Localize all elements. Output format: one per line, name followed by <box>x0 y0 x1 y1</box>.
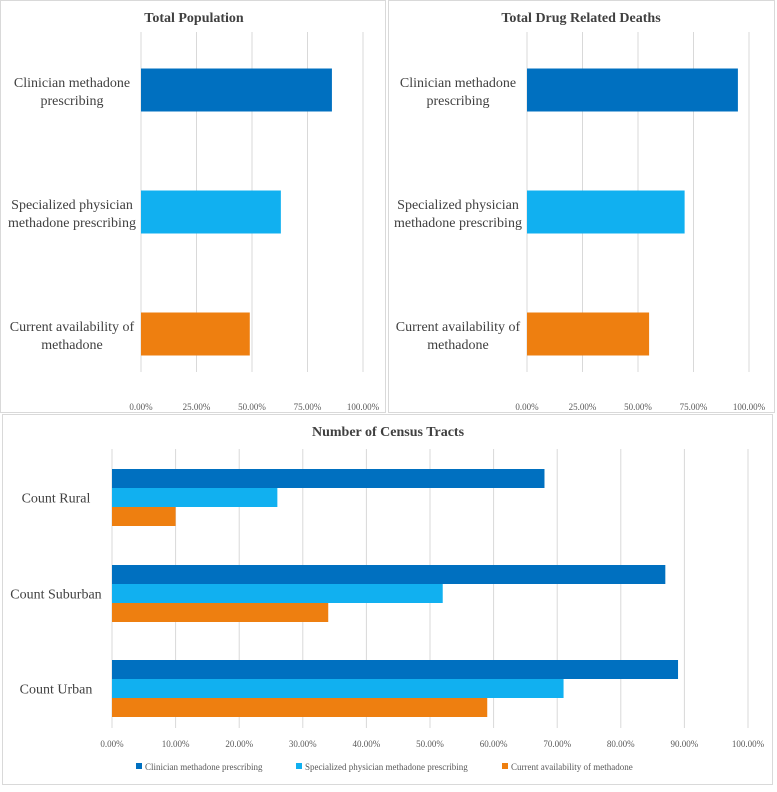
bar-count-urban-current-availability-of-methadone <box>112 698 488 717</box>
bar-clinician-methadone-prescribing <box>527 68 738 112</box>
category-label-line: prescribing <box>427 94 490 109</box>
x-tick-label-90-00: 90.00% <box>671 739 699 749</box>
category-label-count-rural: Count Rural <box>22 492 91 507</box>
category-label-count-suburban: Count Suburban <box>10 588 101 603</box>
x-tick-label-50-00: 50.00% <box>416 739 444 749</box>
x-tick-label-10-00: 10.00% <box>162 739 190 749</box>
x-tick-label-0-00: 0.00% <box>515 402 539 412</box>
x-tick-label-0-00: 0.00% <box>100 739 124 749</box>
bar-count-rural-current-availability-of-methadone <box>112 507 176 526</box>
chart-title: Total Population <box>144 11 244 26</box>
x-tick-label-80-00: 80.00% <box>607 739 635 749</box>
legend-entry-specialized-physician-methadone-prescribing: Specialized physician methadone prescrib… <box>305 762 468 772</box>
x-tick-label-70-00: 70.00% <box>543 739 571 749</box>
chart-total-drug-related-deaths: Total Drug Related Deaths 0.00% 25.00% 50.0… <box>394 11 766 412</box>
x-tick-label-30-00: 30.00% <box>289 739 317 749</box>
category-label-specialized-physician-methadone-prescribing: Specialized physician methadone prescribi… <box>8 198 136 231</box>
category-label-line: prescribing <box>41 94 104 109</box>
legend-swatch-current-availability-of-methadone <box>502 763 508 769</box>
x-tick-label-25-00: 25.00% <box>569 402 597 412</box>
category-label-line: methadone prescribing <box>394 216 522 231</box>
x-tick-label-20-00: 20.00% <box>225 739 253 749</box>
x-tick-label-50-00: 50.00% <box>238 402 266 412</box>
x-tick-label-60-00: 60.00% <box>480 739 508 749</box>
category-label-line: Clinician methadone <box>14 76 130 91</box>
chart-number-of-census-tracts: Number of Census Tracts 0.00% 10.00% 20.00%… <box>10 425 764 772</box>
bar-current-availability-of-methadone <box>141 312 250 356</box>
category-label-line: Clinician methadone <box>400 76 516 91</box>
category-label-current-availability-of-methadone: Current availability of methadone <box>396 320 521 353</box>
chart-title: Number of Census Tracts <box>312 425 465 440</box>
legend-swatch-clinician-methadone-prescribing <box>136 763 142 769</box>
bar-count-urban-clinician-methadone-prescribing <box>112 660 679 679</box>
category-label-clinician-methadone-prescribing: Clinician methadone prescribing <box>14 76 130 109</box>
bar-clinician-methadone-prescribing <box>141 68 332 112</box>
bar-current-availability-of-methadone <box>527 312 650 356</box>
bar-count-suburban-current-availability-of-methadone <box>112 603 329 622</box>
category-label-line: methadone <box>427 338 488 353</box>
category-label-line: Current availability of <box>10 320 135 335</box>
panel-border-total-deaths <box>388 0 775 413</box>
category-label-line: Specialized physician <box>11 198 133 213</box>
legend-swatch-specialized-physician-methadone-prescribing <box>296 763 302 769</box>
category-label-clinician-methadone-prescribing: Clinician methadone prescribing <box>400 76 516 109</box>
category-label-line: methadone <box>41 338 102 353</box>
x-tick-label-100-00: 100.00% <box>347 402 380 412</box>
bar-specialized-physician-methadone-prescribing <box>527 190 685 234</box>
legend-entry-current-availability-of-methadone: Current availability of methadone <box>511 762 633 772</box>
legend-entry-clinician-methadone-prescribing: Clinician methadone prescribing <box>145 762 263 772</box>
x-tick-label-40-00: 40.00% <box>353 739 381 749</box>
x-tick-label-75-00: 75.00% <box>294 402 322 412</box>
category-label-line: Current availability of <box>396 320 521 335</box>
panel-border-total-population <box>0 0 386 413</box>
category-label-line: Specialized physician <box>397 198 519 213</box>
category-label-specialized-physician-methadone-prescribing: Specialized physician methadone prescribi… <box>394 198 522 231</box>
x-tick-label-50-00: 50.00% <box>624 402 652 412</box>
x-tick-label-25-00: 25.00% <box>183 402 211 412</box>
x-tick-label-75-00: 75.00% <box>680 402 708 412</box>
category-label-current-availability-of-methadone: Current availability of methadone <box>10 320 135 353</box>
bar-count-rural-clinician-methadone-prescribing <box>112 469 545 488</box>
panel-border-census-tracts <box>2 414 773 785</box>
bar-count-suburban-specialized-physician-methadone-prescribing <box>112 584 443 603</box>
bar-count-suburban-clinician-methadone-prescribing <box>112 565 666 584</box>
bar-specialized-physician-methadone-prescribing <box>141 190 281 234</box>
chart-title: Total Drug Related Deaths <box>501 11 661 26</box>
category-label-count-urban: Count Urban <box>20 683 93 698</box>
bar-count-rural-specialized-physician-methadone-prescribing <box>112 488 278 507</box>
category-label-line: methadone prescribing <box>8 216 136 231</box>
x-tick-label-100-00: 100.00% <box>732 739 765 749</box>
x-tick-label-100-00: 100.00% <box>733 402 766 412</box>
chart-total-population: Total Population 0.00% 25.00% 50.00% 75.00% 1… <box>8 11 380 412</box>
bar-count-urban-specialized-physician-methadone-prescribing <box>112 679 564 698</box>
x-tick-label-0-00: 0.00% <box>129 402 153 412</box>
